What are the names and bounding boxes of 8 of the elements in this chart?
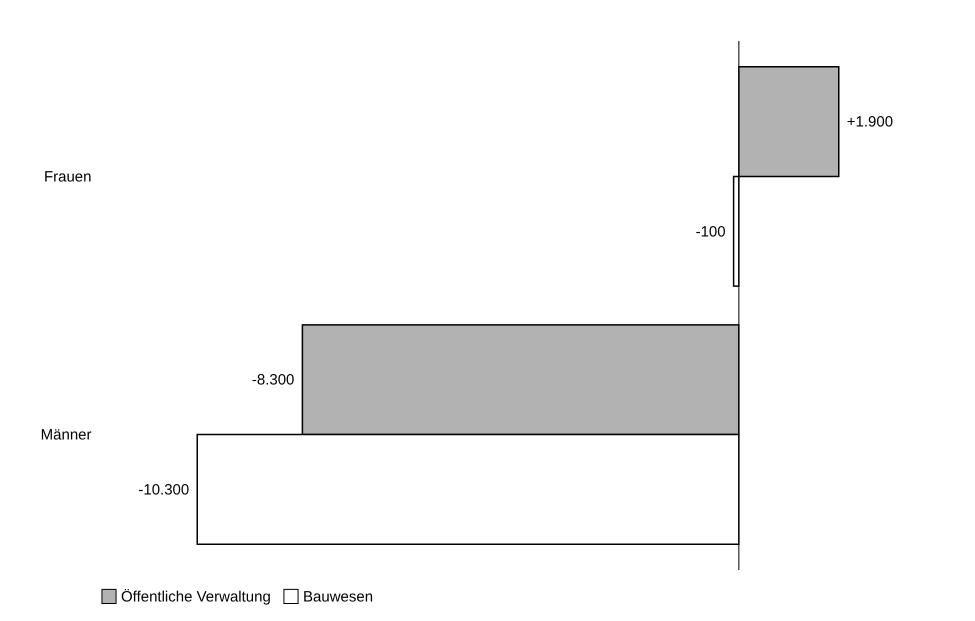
data-label: +1.900 <box>846 114 894 131</box>
data-label: -10.300 <box>138 481 190 498</box>
data-label: -8.300 <box>252 372 294 389</box>
y-tick-label: Männer <box>40 426 92 444</box>
y-tick-label: Frauen <box>44 168 92 186</box>
data-label: -100 <box>696 223 726 240</box>
legend-label: Bauwesen <box>303 588 374 606</box>
legend-label: Öffentliche Verwaltung <box>121 588 271 606</box>
